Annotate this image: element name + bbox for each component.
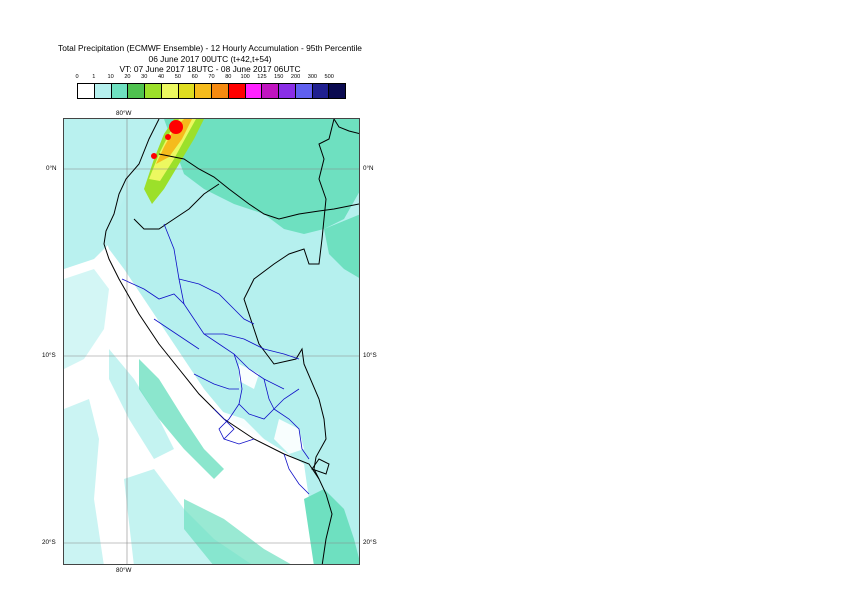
- ocean-patch-coast: [109, 349, 174, 459]
- land-white-patches: [214, 364, 304, 454]
- legend-swatch: [245, 84, 263, 98]
- legend-tick-label: 1: [92, 74, 96, 80]
- lon-label-top: 80°W: [116, 110, 132, 117]
- legend-swatch: [94, 84, 112, 98]
- legend-tick-label: 40: [157, 74, 165, 80]
- color-legend: 0 1 10 20 30 40 50 60 70 80 100 125 150 200 300 500: [75, 74, 346, 101]
- legend-tick-label: 500: [324, 74, 334, 80]
- legend-tick-label: 0: [75, 74, 79, 80]
- title-valid-time: VT: 07 June 2017 18UTC - 08 June 2017 06…: [119, 64, 301, 74]
- ocean-patch-band: [64, 269, 109, 369]
- ocean-patch-north: [64, 119, 159, 269]
- land-moderate-north: [164, 119, 359, 234]
- lat-label-right-20s: 20°S: [363, 539, 377, 546]
- regional-borders: [121, 223, 310, 495]
- legend-swatch: [195, 84, 212, 98]
- grid-lines: [64, 119, 359, 564]
- legend-labels: 0 1 10 20 30 40 50 60 70 80 100 125 150 200 300 500: [75, 74, 346, 84]
- legend-swatch: [329, 84, 345, 98]
- legend-swatch: [145, 84, 162, 98]
- legend-tick-label: 10: [107, 74, 114, 80]
- legend-tick-label: 100: [240, 74, 250, 80]
- land-moderate-ne: [324, 214, 359, 278]
- legend-swatch: [312, 84, 330, 98]
- legend-swatch: [111, 84, 129, 98]
- lat-label-left-10s: 10°S: [42, 352, 56, 359]
- legend-swatch: [128, 84, 145, 98]
- legend-tick-label: 150: [274, 74, 284, 80]
- legend-swatch: [161, 84, 179, 98]
- legend-color-bar: [77, 83, 346, 99]
- lat-label-left-0: 0°N: [46, 165, 57, 172]
- heavy-precip-core: [144, 119, 204, 204]
- legend-swatch: [279, 84, 296, 98]
- lon-label-bottom: 80°W: [116, 567, 132, 574]
- legend-tick-label: 300: [307, 74, 318, 80]
- legend-swatch: [262, 84, 279, 98]
- precipitation-map: [64, 119, 359, 564]
- lat-label-right-10s: 10°S: [363, 352, 377, 359]
- title-main: Total Precipitation (ECMWF Ensemble) - 1…: [58, 43, 362, 53]
- legend-tick-label: 70: [208, 74, 215, 80]
- ocean-moderate-south: [184, 499, 291, 564]
- legend-swatch: [78, 84, 95, 98]
- land-moderate-south: [304, 489, 359, 564]
- title-base-time: 06 June 2017 00UTC (t+42,t+54): [148, 53, 272, 64]
- legend-tick-label: 20: [124, 74, 131, 80]
- ocean-moderate-coast: [139, 359, 224, 479]
- legend-tick-label: 80: [225, 74, 232, 80]
- chart-title-block: Total Precipitation (ECMWF Ensemble) - 1…: [40, 43, 380, 75]
- ocean-patch-south: [64, 399, 104, 564]
- legend-swatch: [178, 84, 196, 98]
- map-panel: [63, 118, 360, 565]
- legend-swatch: [228, 84, 246, 98]
- legend-swatch: [295, 84, 313, 98]
- lat-label-left-20s: 20°S: [42, 539, 56, 546]
- legend-tick-label: 30: [141, 74, 148, 80]
- legend-swatch: [212, 84, 229, 98]
- legend-tick-label: 125: [257, 74, 267, 80]
- legend-tick-label: 50: [174, 74, 181, 80]
- lat-label-right-0: 0°N: [363, 165, 374, 172]
- ocean-moderate-patches: [139, 359, 291, 564]
- legend-tick-label: 200: [290, 74, 301, 80]
- legend-tick-label: 60: [191, 74, 198, 80]
